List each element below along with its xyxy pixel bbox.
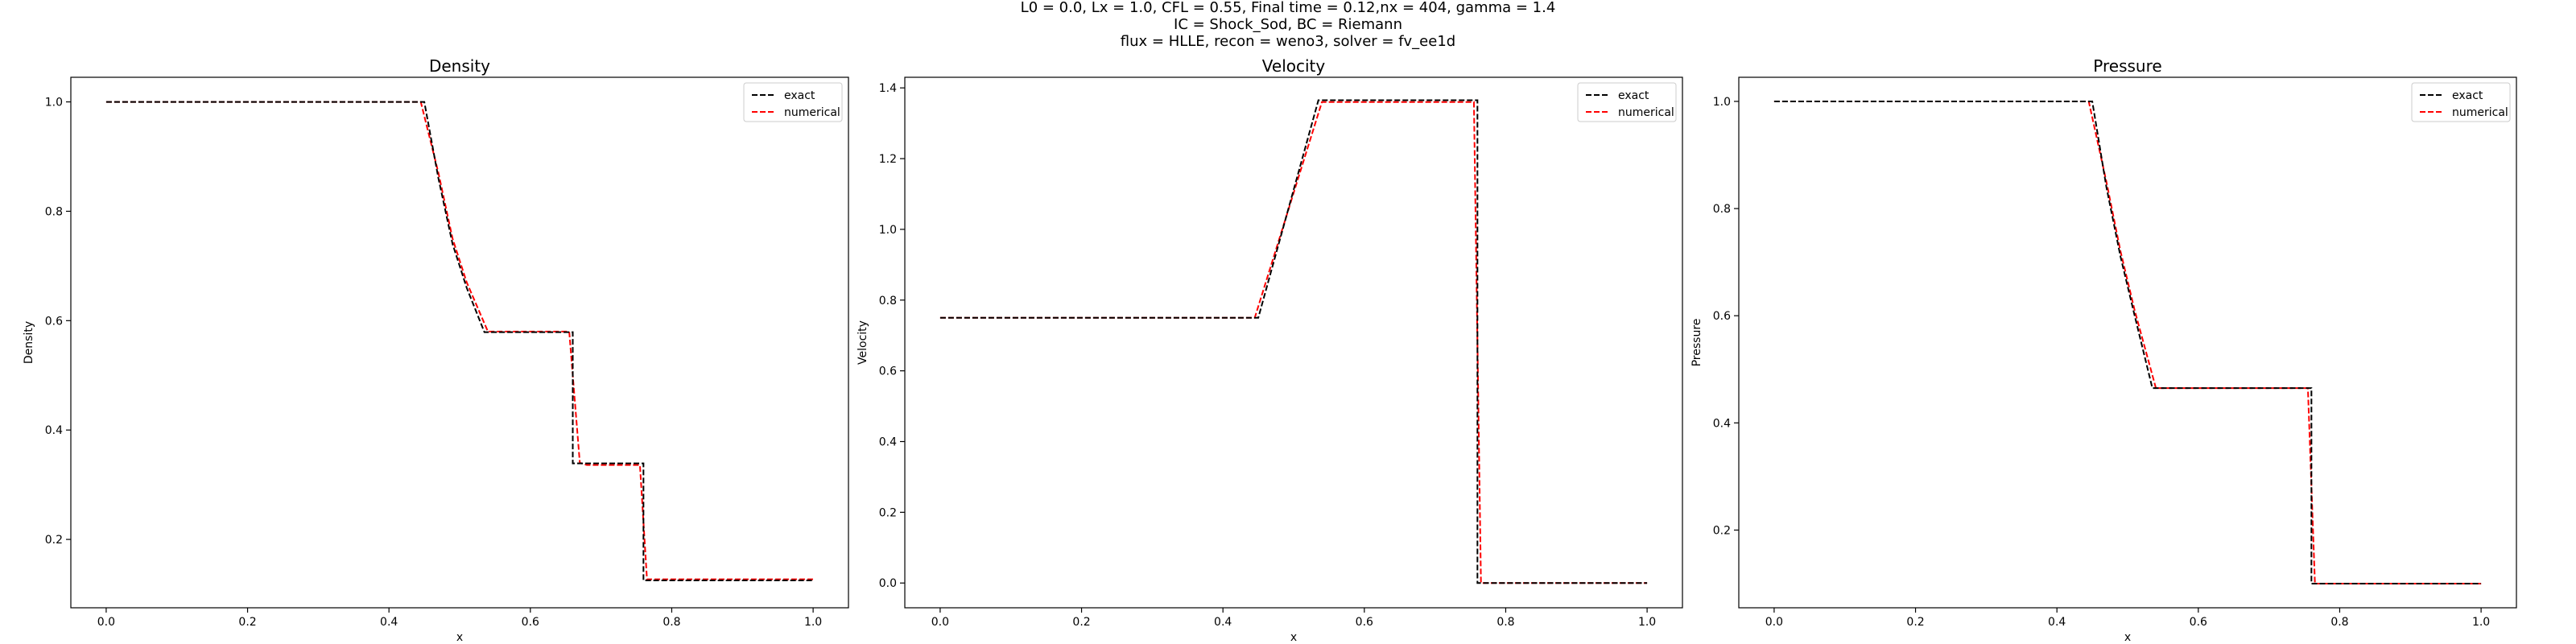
- density-xtick-label: 1.0: [804, 616, 822, 629]
- velocity-ytick-label: 1.2: [879, 153, 897, 166]
- velocity-ytick-label: 0.0: [879, 577, 897, 590]
- velocity-axes-frame: [905, 77, 1682, 608]
- pressure-title: Pressure: [2093, 56, 2161, 76]
- velocity-ytick-label: 0.4: [879, 436, 897, 449]
- pressure-xtick-label: 0.2: [1906, 616, 1924, 629]
- density-ytick-label: 1.0: [45, 97, 63, 109]
- density-ytick-label: 0.4: [45, 424, 63, 437]
- pressure-ytick-label: 0.2: [1713, 524, 1731, 537]
- pressure-ytick-label: 0.6: [1713, 310, 1731, 323]
- velocity-ytick-label: 0.2: [879, 506, 897, 519]
- velocity-legend-label-exact: exact: [1618, 89, 1649, 102]
- velocity-exact-line: [940, 101, 1647, 584]
- velocity-ylabel: Velocity: [857, 320, 869, 365]
- density-legend-label-numerical: numerical: [784, 106, 840, 119]
- velocity-xlabel: x: [1290, 631, 1297, 644]
- density-xlabel: x: [456, 631, 463, 644]
- density-xtick-label: 0.0: [97, 616, 115, 629]
- density-title: Density: [429, 56, 490, 76]
- velocity-legend: exact numerical: [1578, 83, 1676, 122]
- density-ytick-label: 0.6: [45, 315, 63, 328]
- density-legend-label-exact: exact: [784, 89, 815, 102]
- velocity-xtick-label: 1.0: [1638, 616, 1656, 629]
- velocity-ytick-label: 0.8: [879, 295, 897, 308]
- velocity-xtick-label: 0.8: [1496, 616, 1514, 629]
- pressure-xtick-label: 0.0: [1765, 616, 1783, 629]
- density-xtick-label: 0.6: [522, 616, 539, 629]
- velocity-ytick-label: 1.0: [879, 224, 897, 237]
- pressure-ytick-label: 0.8: [1713, 203, 1731, 216]
- pressure-xtick-label: 0.4: [2048, 616, 2066, 629]
- pressure-xtick-label: 0.6: [2190, 616, 2207, 629]
- pressure-exact-line: [1774, 101, 2481, 584]
- density-xtick-label: 0.4: [380, 616, 398, 629]
- density-panel: 0.0 0.2 0.4 0.6 0.8 1.0 0.2 0.4 0.6 0.8 1.0 Density…: [23, 56, 848, 644]
- pressure-legend-label-numerical: numerical: [2452, 106, 2508, 119]
- density-ytick-label: 0.8: [45, 205, 63, 218]
- velocity-panel: 0.0 0.2 0.4 0.6 0.8 1.0 0.0 0.2 0.4 0.6 0.8 1.0 1.2 1…: [857, 56, 1682, 644]
- velocity-legend-label-numerical: numerical: [1618, 106, 1674, 119]
- pressure-xlabel: x: [2124, 631, 2131, 644]
- velocity-title: Velocity: [1262, 56, 1326, 76]
- pressure-panel: 0.0 0.2 0.4 0.6 0.8 1.0 0.2 0.4 0.6 0.8 1.0 Pressur…: [1690, 56, 2516, 644]
- pressure-legend: exact numerical: [2412, 83, 2510, 122]
- density-xtick-label: 0.2: [238, 616, 256, 629]
- pressure-xtick-label: 1.0: [2472, 616, 2490, 629]
- pressure-xtick-label: 0.8: [2330, 616, 2348, 629]
- density-exact-line: [106, 102, 813, 580]
- pressure-ytick-label: 1.0: [1713, 96, 1731, 109]
- density-numerical-line: [106, 102, 813, 580]
- velocity-xtick-label: 0.6: [1356, 616, 1373, 629]
- density-ylabel: Density: [23, 321, 35, 364]
- velocity-xtick-label: 0.4: [1214, 616, 1232, 629]
- density-ytick-label: 0.2: [45, 534, 63, 547]
- density-xtick-label: 0.8: [663, 616, 680, 629]
- density-legend: exact numerical: [744, 83, 842, 122]
- velocity-ytick-label: 1.4: [879, 82, 897, 95]
- density-axes-frame: [71, 77, 848, 608]
- pressure-ylabel: Pressure: [1690, 319, 1703, 367]
- pressure-numerical-line: [1774, 101, 2481, 584]
- pressure-axes-frame: [1739, 77, 2516, 608]
- velocity-xtick-label: 0.2: [1072, 616, 1090, 629]
- velocity-xtick-label: 0.0: [931, 616, 949, 629]
- pressure-legend-label-exact: exact: [2452, 89, 2483, 102]
- velocity-numerical-line: [940, 102, 1647, 584]
- pressure-ytick-label: 0.4: [1713, 417, 1731, 430]
- velocity-ytick-label: 0.6: [879, 365, 897, 378]
